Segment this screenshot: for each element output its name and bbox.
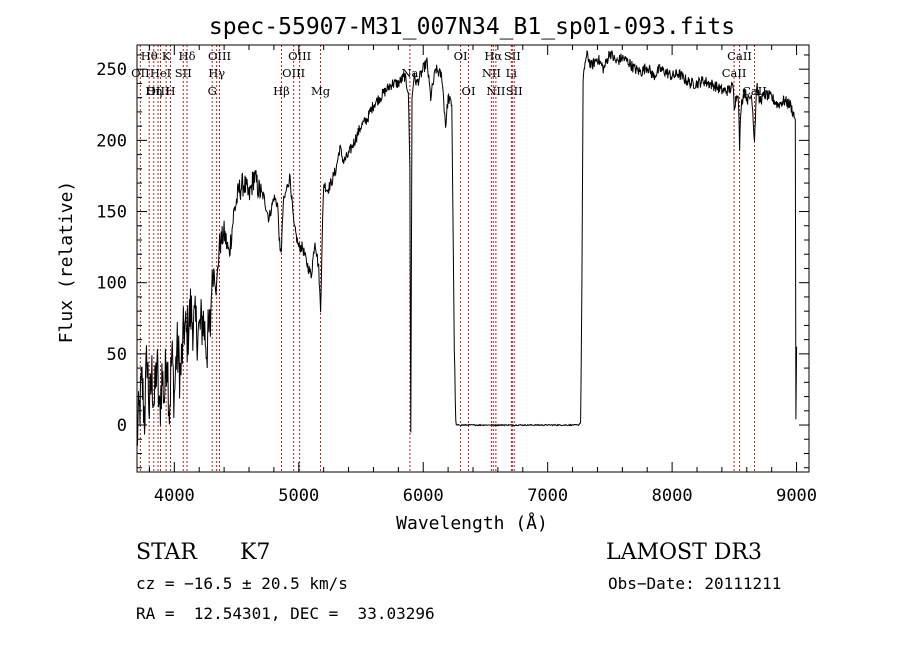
spectral-line-label: NII — [482, 66, 501, 80]
spectral-line-label: OIII — [282, 66, 305, 80]
y-tick-label: 250 — [96, 60, 127, 80]
spectrum-line — [137, 50, 798, 446]
spectral-line-label: Hθ — [141, 49, 158, 63]
spectral-line-label: OII — [131, 66, 150, 80]
x-tick-label: 9000 — [776, 486, 817, 506]
spectral-line-markers — [139, 45, 755, 472]
spectral-line-label: SII — [504, 49, 521, 63]
spectral-line-label: HeI — [150, 66, 171, 80]
x-axis-label: Wavelength (Å) — [396, 512, 548, 534]
spectral-line-label: NII — [486, 84, 505, 98]
spectral-line-label: CaII — [722, 66, 747, 80]
y-tick-label: 50 — [107, 345, 127, 365]
spectral-line-label: Hδ — [179, 49, 196, 63]
spectral-line-label: G — [208, 84, 217, 98]
x-tick-label: 4000 — [154, 486, 195, 506]
spectrum-series — [137, 50, 798, 446]
y-axis-label: Flux (relative) — [56, 181, 77, 344]
spectral-line-label: OIII — [288, 49, 311, 63]
y-tick-label: 0 — [117, 416, 127, 436]
spectrum-chart: spec-55907-M31_007N34_B1_sp01-093.fits H… — [56, 14, 817, 534]
spectral-line-label: SII — [175, 66, 192, 80]
spectral-line-label: OIII — [146, 84, 169, 98]
spectral-line-label: SII — [506, 84, 523, 98]
spectral-line-label: Li — [506, 66, 518, 80]
spectral-line-label: H — [165, 84, 175, 98]
spectral-line-label: Hγ — [208, 66, 225, 80]
observation-date: Obs−Date: 20111211 — [608, 574, 782, 593]
coordinates: RA = 12.54301, DEC = 33.03296 — [136, 604, 435, 623]
spectral-line-label: Hβ — [273, 84, 290, 98]
plot-axes: 4000 5000 6000 7000 8000 9000 0 50 100 150 200 250 — [96, 44, 817, 506]
spectral-line-label: CaII — [727, 49, 752, 63]
spectral-line-label: Hα — [484, 49, 502, 63]
plot-frame — [136, 44, 810, 473]
x-tick-label: 5000 — [278, 486, 319, 506]
chart-title: spec-55907-M31_007N34_B1_sp01-093.fits — [209, 14, 735, 40]
spectral-line-label: OIII — [208, 49, 231, 63]
y-tick-label: 200 — [96, 131, 127, 151]
spectral-line-label: OI — [454, 49, 468, 63]
spectral-line-label: Mg — [311, 84, 331, 98]
y-tick-label: 100 — [96, 274, 127, 294]
x-tick-label: 6000 — [403, 486, 444, 506]
spectral-line-label: OI — [462, 84, 476, 98]
spectral-line-label: K — [162, 49, 171, 63]
spectral-line-label: Hη — [145, 84, 162, 98]
x-tick-label: 8000 — [652, 486, 693, 506]
survey-name: LAMOST DR3 — [606, 540, 762, 565]
spectral-line-label: CaII — [742, 84, 767, 98]
redshift-velocity: cz = −16.5 ± 20.5 km/s — [136, 574, 348, 593]
x-tick-label: 7000 — [527, 486, 568, 506]
object-subclass: K7 — [240, 540, 271, 565]
y-tick-label: 150 — [96, 203, 127, 223]
object-class: STAR — [136, 540, 197, 565]
